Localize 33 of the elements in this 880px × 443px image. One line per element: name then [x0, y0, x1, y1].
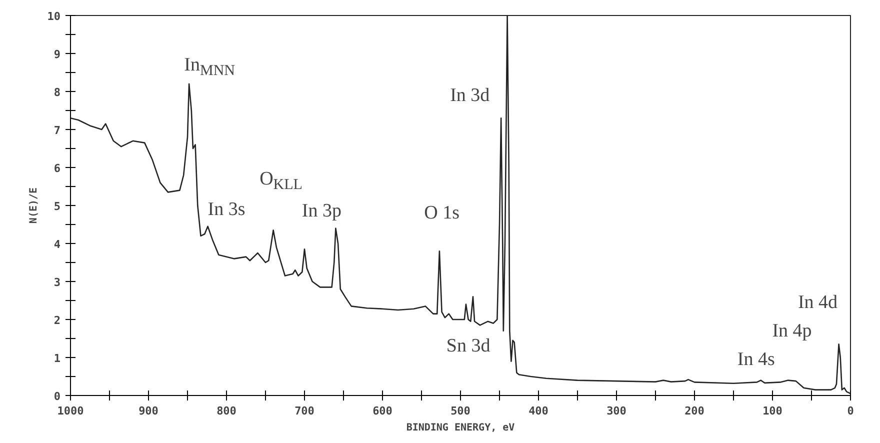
x-tick-label: 500: [450, 404, 470, 418]
x-tick-label: 300: [606, 404, 626, 418]
x-tick-label: 200: [684, 404, 704, 418]
annotation: In 3p: [302, 200, 342, 222]
y-tick-label: 8: [54, 86, 60, 99]
annotation: In 3s: [208, 198, 246, 220]
annotation: Sn 3d: [446, 336, 491, 357]
annotation: In 3d: [450, 84, 490, 106]
line-series: [70, 16, 850, 394]
y-tick-label: 2: [54, 314, 60, 327]
x-tick-label: 800: [216, 404, 236, 418]
y-tick-label: 1: [54, 352, 61, 365]
x-tick-label: 600: [372, 404, 392, 418]
x-tick-label: 400: [528, 404, 548, 418]
annotation: In 4s: [737, 348, 775, 370]
annotation: O 1s: [424, 202, 460, 224]
x-axis-title: BINDING ENERGY, eV: [406, 422, 515, 434]
annotation: In 4d: [798, 292, 838, 313]
y-tick-label: 10: [47, 10, 61, 23]
x-tick-label: 900: [138, 404, 158, 418]
x-tick-label: 100: [762, 404, 782, 418]
y-tick-label: 0: [54, 390, 60, 403]
y-tick-label: 9: [54, 48, 60, 61]
y-tick-label: 6: [54, 162, 61, 175]
x-tick-label: 0: [847, 404, 854, 418]
y-tick-label: 5: [54, 200, 60, 213]
x-tick-label: 1000: [57, 404, 84, 418]
annotation: In 4p: [772, 320, 812, 342]
y-axis-title: N(E)/E: [28, 187, 40, 224]
x-tick-label: 700: [294, 404, 314, 418]
y-tick-label: 4: [54, 238, 61, 251]
y-tick-label: 7: [54, 124, 60, 137]
y-tick-label: 3: [54, 276, 60, 289]
